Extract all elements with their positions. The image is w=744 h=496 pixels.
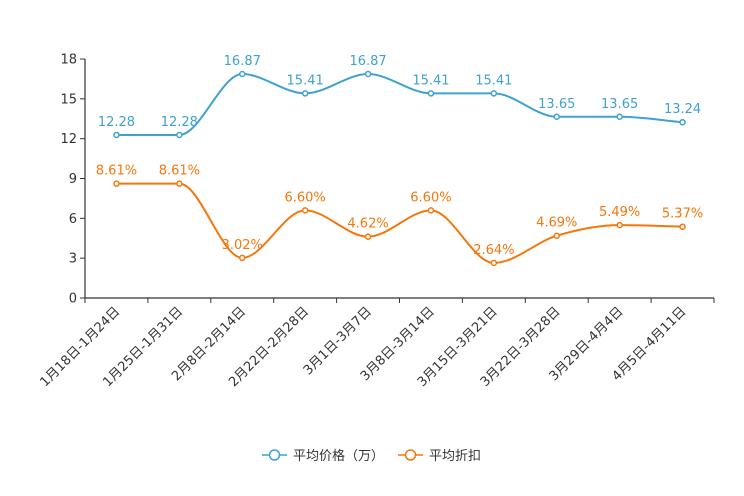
data-label: 5.49% xyxy=(599,205,640,220)
data-label: 5.37% xyxy=(662,207,703,222)
data-label: 8.61% xyxy=(159,164,200,179)
data-label: 16.87 xyxy=(349,54,386,69)
data-label: 12.28 xyxy=(161,115,198,130)
data-label: 4.62% xyxy=(347,217,388,232)
y-tick-label: 12 xyxy=(60,132,77,147)
data-point[interactable] xyxy=(679,223,686,230)
data-point[interactable] xyxy=(176,180,183,187)
legend-label: 平均价格（万） xyxy=(293,448,384,464)
data-point[interactable] xyxy=(616,113,623,121)
data-label: 2.64% xyxy=(473,243,514,258)
y-tick-label: 18 xyxy=(60,53,77,68)
data-point[interactable] xyxy=(364,233,372,240)
data-point[interactable] xyxy=(553,232,560,239)
y-tick-label: 6 xyxy=(69,212,77,227)
data-point[interactable] xyxy=(176,131,183,139)
data-label: 6.60% xyxy=(410,190,451,205)
data-point[interactable] xyxy=(239,70,246,78)
series-line-2 xyxy=(116,182,683,264)
data-point[interactable] xyxy=(490,90,498,97)
data-label: 8.61% xyxy=(96,164,137,179)
legend-item-2[interactable]: 平均折扣 xyxy=(398,449,481,464)
data-label: 4.69% xyxy=(536,216,577,231)
y-tick-label: 15 xyxy=(60,92,77,107)
series-lines xyxy=(113,70,686,267)
y-tick-label: 0 xyxy=(69,292,77,307)
data-label: 15.41 xyxy=(475,73,512,88)
y-tick-label: 9 xyxy=(69,172,77,187)
data-label: 13.65 xyxy=(601,97,638,112)
data-label: 12.28 xyxy=(98,115,135,130)
data-label: 16.87 xyxy=(224,54,261,69)
data-labels: 12.28 12.28 16.87 15.41 16.87 15.41 15.41 13.65… xyxy=(96,54,703,258)
data-point[interactable] xyxy=(553,113,560,121)
data-label: 13.24 xyxy=(664,102,701,117)
legend-label: 平均折扣 xyxy=(429,449,481,464)
data-point[interactable] xyxy=(490,259,498,267)
legend-item-1[interactable]: 平均价格（万） xyxy=(262,448,384,464)
series-line-1 xyxy=(116,73,683,136)
data-point[interactable] xyxy=(301,90,309,97)
data-point[interactable] xyxy=(239,254,246,262)
data-label: 3.02% xyxy=(222,238,263,253)
data-point[interactable] xyxy=(364,70,372,78)
y-tick-label: 3 xyxy=(69,252,77,267)
data-point[interactable] xyxy=(113,131,120,139)
data-point[interactable] xyxy=(679,118,686,126)
data-label: 13.65 xyxy=(538,97,575,112)
data-point[interactable] xyxy=(301,207,309,214)
legend-swatch-marker xyxy=(404,449,417,461)
legend[interactable]: 平均价格（万） 平均折扣 xyxy=(262,448,481,464)
data-label: 6.60% xyxy=(284,190,325,205)
data-point[interactable] xyxy=(616,221,623,229)
legend-swatch-marker xyxy=(268,449,281,461)
data-label: 15.41 xyxy=(287,73,324,88)
data-point[interactable] xyxy=(427,90,435,97)
data-point[interactable] xyxy=(427,207,435,214)
data-label: 15.41 xyxy=(412,73,449,88)
data-point[interactable] xyxy=(113,180,120,187)
